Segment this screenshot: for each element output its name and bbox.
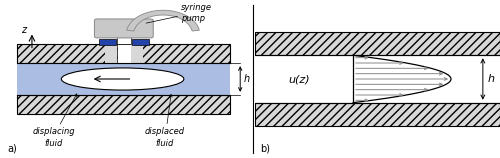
Bar <box>105 44 117 63</box>
Bar <box>132 40 149 45</box>
Text: z: z <box>21 25 26 35</box>
Bar <box>117 44 130 63</box>
Bar <box>17 44 231 63</box>
Text: u(z): u(z) <box>288 74 310 84</box>
Text: displacing
fluid: displacing fluid <box>32 127 76 148</box>
Bar <box>17 63 231 95</box>
Polygon shape <box>126 10 200 31</box>
Text: b): b) <box>260 143 270 153</box>
Bar <box>17 95 231 114</box>
Bar <box>98 40 116 45</box>
FancyBboxPatch shape <box>94 19 153 38</box>
Bar <box>117 36 130 44</box>
Text: syringe
pump: syringe pump <box>182 3 212 23</box>
Text: displaced
fluid: displaced fluid <box>144 127 184 148</box>
Bar <box>255 32 500 55</box>
Text: h: h <box>244 74 250 84</box>
Ellipse shape <box>62 68 184 90</box>
Text: h: h <box>488 74 495 84</box>
Text: a): a) <box>8 143 17 153</box>
Bar <box>130 44 143 63</box>
Bar <box>255 103 500 126</box>
